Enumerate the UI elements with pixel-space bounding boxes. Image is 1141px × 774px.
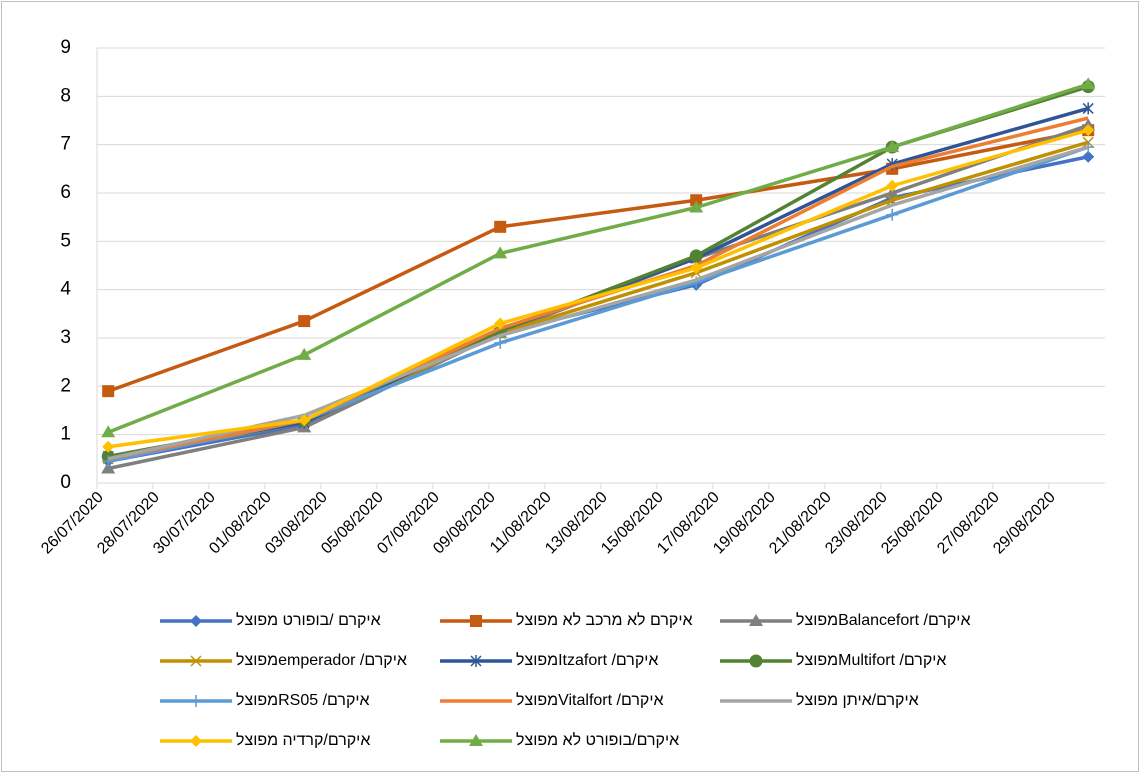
y-tick-label: 2	[60, 375, 71, 396]
point-marker	[689, 249, 703, 263]
legend-label: איקרם/ Balancefortמפוצל	[796, 611, 971, 629]
point-marker	[1082, 150, 1095, 163]
y-tick-label: 1	[60, 424, 71, 445]
legend-label: איקרם/בופורט לא מפוצל	[516, 731, 679, 749]
y-tick-label: 3	[60, 327, 71, 348]
legend-marker	[469, 734, 483, 746]
point-marker	[885, 140, 900, 153]
y-tick-label: 8	[60, 85, 71, 106]
series-line	[107, 145, 1089, 461]
point-marker	[689, 200, 704, 213]
y-tick-label: 4	[60, 279, 71, 300]
point-marker	[101, 425, 116, 438]
y-tick-label: 5	[60, 230, 71, 251]
legend-label: איקרם/ Itzafortמפוצל	[516, 651, 658, 669]
point-marker	[494, 317, 507, 330]
point-marker	[298, 315, 311, 328]
series-line	[107, 128, 1089, 393]
point-marker	[493, 246, 508, 259]
point-marker	[298, 414, 311, 427]
point-marker	[1082, 102, 1094, 115]
legend-label: איקרם/ RS05מפוצל	[236, 691, 370, 709]
point-marker	[102, 440, 115, 453]
legend-marker	[190, 695, 202, 707]
series-line	[107, 82, 1089, 434]
point-marker	[885, 186, 900, 198]
y-tick-label: 9	[60, 37, 71, 58]
legend-marker	[190, 655, 202, 667]
legend: איקרם /בופורט מפוצל איקרם לא מרכב לא מפוצ…	[160, 611, 971, 749]
point-marker	[690, 194, 703, 207]
legend-label: איקרם/ Vitalfortמפוצל	[516, 691, 664, 709]
legend-marker	[190, 615, 202, 627]
point-marker	[494, 336, 507, 349]
y-tick-label: 7	[60, 134, 71, 155]
point-marker	[101, 461, 116, 474]
point-marker	[494, 220, 507, 233]
legend-marker	[470, 615, 482, 627]
series-line	[107, 128, 1089, 449]
legend-marker	[470, 655, 482, 667]
point-marker	[886, 208, 899, 221]
point-marker	[1082, 124, 1095, 137]
y-tick-label: 0	[60, 472, 71, 493]
legend-marker	[190, 735, 202, 747]
legend-label: איקרם/ emperadorמפוצל	[236, 651, 407, 669]
legend-label: איקרם /בופורט מפוצל	[236, 611, 381, 629]
legend-label: איקרם/ Multifortמפוצל	[796, 651, 946, 669]
legend-label: איקרם לא מרכב לא מפוצל	[516, 611, 693, 629]
point-marker	[690, 261, 703, 274]
point-marker	[102, 385, 115, 398]
point-marker	[297, 347, 312, 360]
legend-marker	[749, 614, 763, 626]
legend-marker	[749, 654, 763, 668]
legend-label: איקרם/קרדיה מפוצל	[236, 731, 370, 749]
legend-label: איקרם/איתן מפוצל	[796, 691, 919, 709]
y-tick-label: 6	[60, 182, 71, 203]
point-marker	[1081, 77, 1096, 90]
point-marker	[886, 179, 899, 192]
